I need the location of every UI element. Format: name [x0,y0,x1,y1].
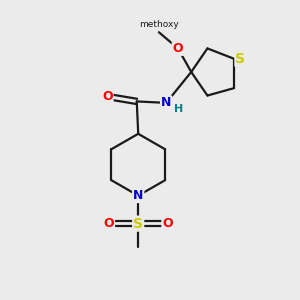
Text: S: S [133,217,143,231]
Text: O: O [173,42,183,55]
Text: H: H [174,104,184,114]
Text: O: O [103,217,114,230]
Text: S: S [236,52,245,66]
Text: N: N [133,189,143,202]
Text: O: O [102,91,112,103]
Text: N: N [161,96,171,110]
Text: O: O [162,217,173,230]
Text: methoxy: methoxy [139,20,179,29]
